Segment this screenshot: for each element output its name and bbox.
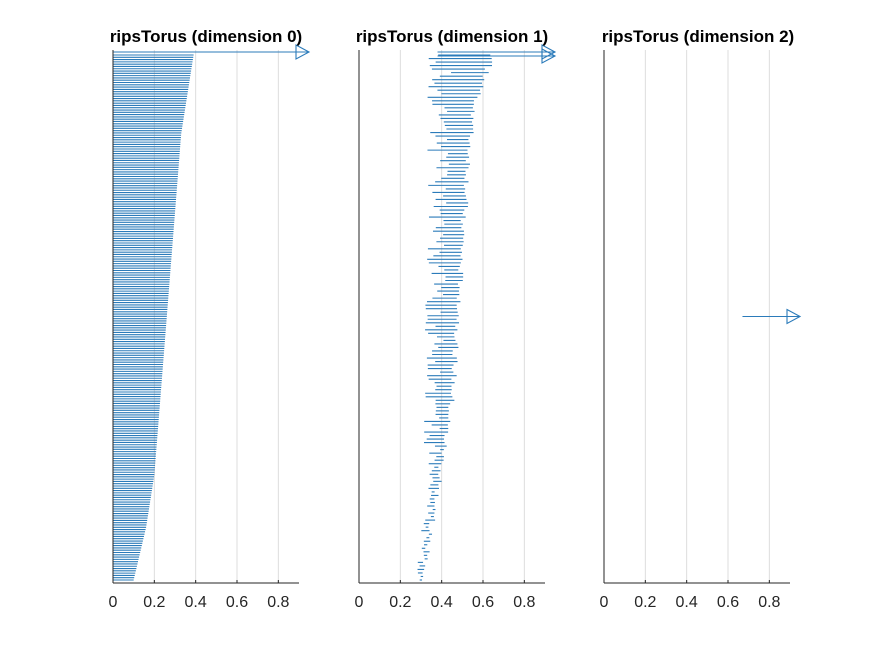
panel-title: ripsTorus (dimension 1) xyxy=(356,27,548,46)
x-tick-label: 0 xyxy=(600,594,609,611)
panel-title: ripsTorus (dimension 0) xyxy=(110,27,302,46)
x-tick-label: 0.8 xyxy=(513,594,535,611)
x-tick-label: 0.6 xyxy=(472,594,494,611)
x-tick-label: 0.8 xyxy=(758,594,780,611)
x-tick-label: 0.2 xyxy=(389,594,411,611)
x-tick-label: 0.6 xyxy=(226,594,248,611)
x-tick-label: 0.4 xyxy=(431,594,453,611)
infinite-arrowhead xyxy=(786,308,802,325)
x-tick-label: 0.8 xyxy=(267,594,289,611)
barcode-panel-dimension-1: 0 0.2 0.4 0.6 0.8 ripsTorus (dimension 1) xyxy=(355,27,557,611)
x-tick-label: 0.2 xyxy=(634,594,656,611)
x-tick-label: 0 xyxy=(355,594,364,611)
panel-title: ripsTorus (dimension 2) xyxy=(602,27,794,46)
barcode-panel-dimension-2: 0 0.2 0.4 0.6 0.8 ripsTorus (dimension 2) xyxy=(600,27,802,611)
x-tick-label: 0 xyxy=(109,594,118,611)
infinite-arrowhead xyxy=(541,48,557,64)
infinite-arrowhead xyxy=(295,44,311,60)
x-tick-label: 0.4 xyxy=(185,594,207,611)
barcode-panel-dimension-0: 0 0.2 0.4 0.6 0.8 ripsTorus (dimension 0) xyxy=(109,27,311,611)
x-tick-label: 0.6 xyxy=(717,594,739,611)
x-tick-label: 0.2 xyxy=(143,594,165,611)
x-tick-label: 0.4 xyxy=(676,594,698,611)
